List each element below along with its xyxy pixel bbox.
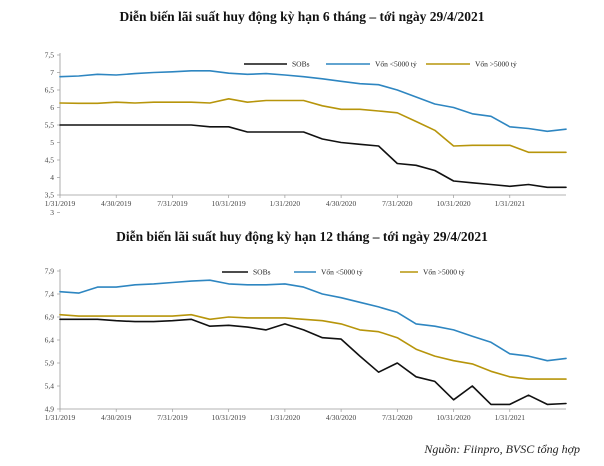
x-tick-label: 7/31/2020 [382,199,413,208]
chart-2: 4,9 5,4 5,9 6,4 6,9 7,4 7,9 1/31/2019 4/30/2019 7… [45,267,567,422]
series-line-von-over-5000 [59,98,567,154]
x-tick-label: 7/31/2019 [157,413,188,422]
x-tick-label: 7/31/2019 [157,199,188,208]
y-tick-label: 6 [50,103,54,112]
y-tick-label: 7,5 [45,51,55,60]
y-tick-label: 4 [50,173,54,182]
legend-label: SOBs [292,60,310,69]
series-line-von-under-5000 [59,70,567,133]
series-line-sobs [59,318,567,406]
x-tick-label: 10/31/2019 [212,413,246,422]
x-tick-label: 1/31/2019 [45,413,76,422]
y-tick-label: 6,5 [45,86,55,95]
y-tick-label: 5,9 [45,359,55,368]
y-tick-label: 4,9 [45,405,55,414]
y-tick-label: 6,4 [45,336,55,345]
legend-label: Vốn >5000 tỷ [475,60,517,69]
y-tick-label: 4,5 [45,156,55,165]
y-tick-label: 5,5 [45,121,55,130]
x-tick-label: 10/31/2020 [436,199,470,208]
legend-label: Vốn <5000 tỷ [321,268,363,277]
x-tick-label: 1/31/2020 [270,413,301,422]
legend-label: Vốn >5000 tỷ [423,268,465,277]
y-tick-label: 3 [50,208,54,217]
y-tick-label: 5 [50,138,54,147]
x-tick-label: 4/30/2020 [326,199,357,208]
legend-label: SOBs [253,268,271,277]
legend: SOBs Vốn <5000 tỷ Vốn >5000 tỷ [244,60,517,69]
source-note: Nguồn: Fiinpro, BVSC tổng hợp [424,442,580,456]
x-tick-label: 4/30/2020 [326,413,357,422]
y-tick-label: 7,9 [45,267,55,276]
x-tick-label: 1/31/2021 [495,199,526,208]
legend: SOBs Vốn <5000 tỷ Vốn >5000 tỷ [222,268,465,277]
y-tick-label: 6,9 [45,313,55,322]
x-tick-label: 10/31/2020 [436,413,470,422]
x-tick-label: 4/30/2019 [101,413,132,422]
x-tick-label: 10/31/2019 [212,199,246,208]
y-tick-label: 7,4 [45,290,55,299]
series-line-von-over-5000 [59,313,567,380]
chart-title-12-month: Diễn biến lãi suất huy động kỳ hạn 12 th… [116,229,488,244]
x-tick-label: 4/30/2019 [101,199,132,208]
series-line-sobs [59,124,567,189]
x-tick-label: 1/31/2020 [270,199,301,208]
chart-title-6-month: Diễn biến lãi suất huy động kỳ hạn 6 thá… [119,9,485,24]
y-tick-label: 7 [50,68,54,77]
y-tick-label: 5,4 [45,382,55,391]
x-tick-label: 7/31/2020 [382,413,413,422]
x-tick-label: 1/31/2019 [45,199,76,208]
chart-1: 3 3,5 4 4,5 5 5,5 6 6,5 7 7,5 1/31/2019 4/30/2019 7/… [45,51,567,217]
x-tick-label: 1/31/2021 [495,413,526,422]
y-tick-label: 3,5 [45,191,55,200]
series-line-von-under-5000 [59,279,567,362]
legend-label: Vốn <5000 tỷ [375,60,417,69]
